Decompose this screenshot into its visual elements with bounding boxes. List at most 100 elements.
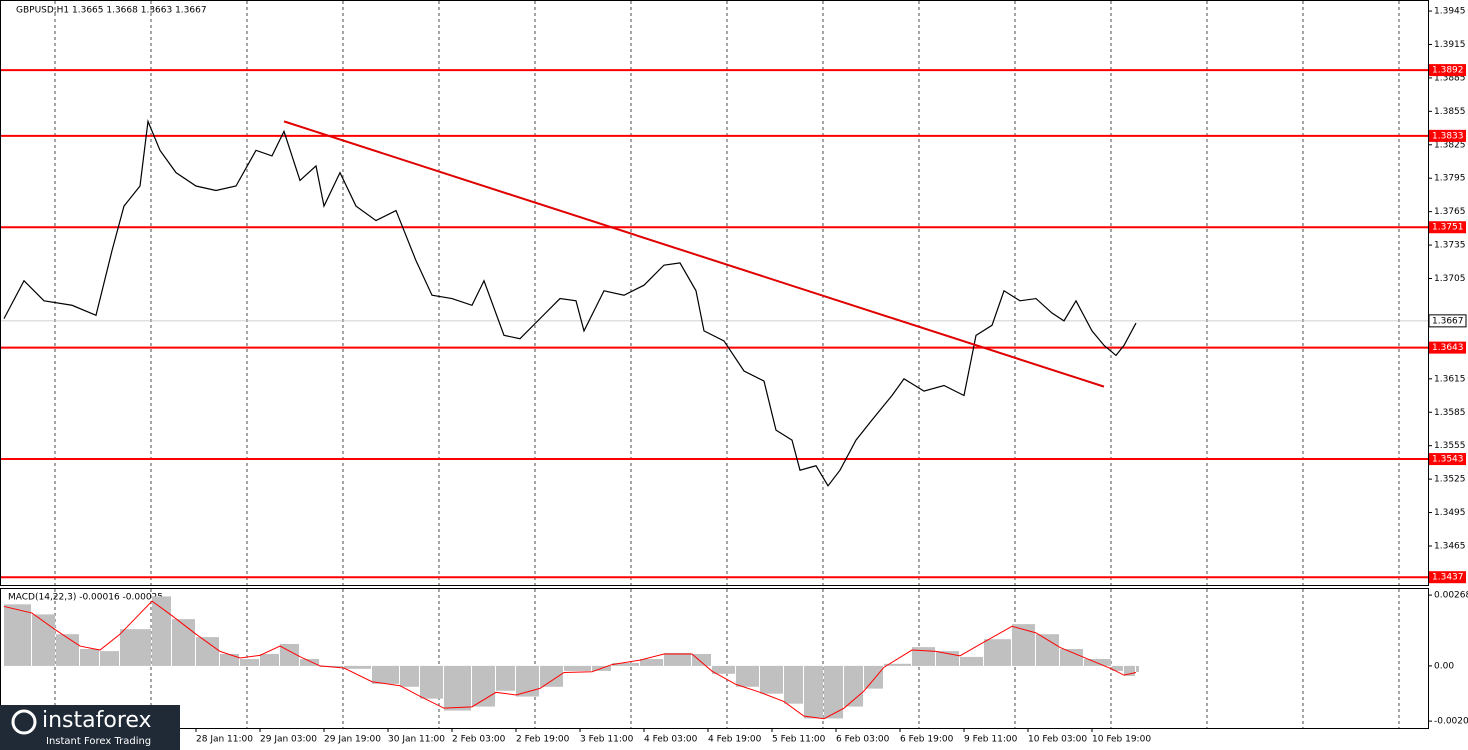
x-tick-label: 6 Feb 19:00 bbox=[900, 735, 954, 745]
y-tick-label: 1.3615 bbox=[1434, 374, 1466, 384]
x-tick-label: 10 Feb 19:00 bbox=[1092, 735, 1151, 745]
macd-bar bbox=[1112, 665, 1123, 671]
macd-bar bbox=[172, 619, 195, 666]
price-pane bbox=[0, 0, 1429, 586]
y-tick-label: 1.3495 bbox=[1434, 508, 1466, 518]
macd-bar bbox=[1036, 634, 1059, 666]
last-price-label: 1.3667 bbox=[1432, 316, 1464, 326]
macd-bar bbox=[56, 634, 79, 666]
macd-bar bbox=[1084, 659, 1111, 666]
macd-bar bbox=[540, 665, 563, 687]
level-label-box bbox=[1429, 64, 1466, 77]
macd-bar bbox=[372, 665, 399, 684]
macd-bar bbox=[736, 665, 759, 687]
y-tick-label: 0.00 bbox=[1434, 661, 1454, 671]
macd-bar bbox=[280, 643, 299, 666]
macd-bar bbox=[516, 665, 539, 697]
macd-bar bbox=[444, 665, 471, 711]
macd-bar bbox=[824, 665, 843, 719]
y-tick-label: 1.3585 bbox=[1434, 408, 1466, 418]
macd-bar bbox=[664, 652, 691, 666]
level-label: 1.3892 bbox=[1432, 66, 1464, 76]
macd-bar bbox=[300, 659, 319, 666]
macd-bar bbox=[804, 665, 823, 719]
y-tick-label: 1.3735 bbox=[1434, 241, 1466, 251]
logo-icon bbox=[11, 709, 37, 735]
macd-bar bbox=[120, 629, 151, 666]
x-tick-label: 9 Feb 11:00 bbox=[964, 735, 1018, 745]
level-label: 1.3437 bbox=[1432, 573, 1464, 583]
y-tick-label: 1.3855 bbox=[1434, 107, 1466, 117]
price-line bbox=[3, 119, 1137, 487]
macd-bar bbox=[100, 651, 119, 666]
x-tick-label: 4 Feb 03:00 bbox=[644, 735, 698, 745]
level-label-box bbox=[1429, 129, 1466, 142]
macd-bar bbox=[692, 654, 711, 666]
level-label: 1.3833 bbox=[1432, 131, 1464, 141]
level-label-box bbox=[1429, 571, 1466, 584]
macd-bar bbox=[760, 665, 783, 694]
level-label: 1.3751 bbox=[1432, 223, 1464, 233]
macd-bar bbox=[496, 665, 515, 691]
x-tick-label: 10 Feb 03:00 bbox=[1028, 735, 1087, 745]
macd-bar bbox=[1060, 648, 1083, 666]
x-tick-label: 5 Feb 11:00 bbox=[772, 735, 826, 745]
level-label-box bbox=[1429, 221, 1466, 234]
macd-bar bbox=[564, 665, 591, 671]
macd-bar bbox=[1012, 624, 1035, 666]
y-tick-label: 1.3885 bbox=[1434, 73, 1466, 83]
signal-line bbox=[3, 600, 1137, 720]
logo-brand: instaforex bbox=[42, 708, 152, 733]
x-tick-label: 28 Jan 11:00 bbox=[196, 735, 253, 745]
y-tick-label: 1.3915 bbox=[1434, 40, 1466, 50]
macd-bar bbox=[912, 647, 935, 666]
x-tick-label: 29 Jan 19:00 bbox=[324, 735, 381, 745]
macd-bar bbox=[884, 663, 911, 666]
chart-title: GBPUSD,H1 1.3665 1.3668 1.3663 1.3667 bbox=[16, 6, 207, 16]
macd-bar bbox=[960, 656, 983, 666]
macd-bar bbox=[784, 665, 803, 704]
trendline bbox=[283, 120, 1105, 388]
macd-bar bbox=[712, 665, 735, 674]
macd-bar bbox=[4, 604, 31, 666]
level-label: 1.3543 bbox=[1432, 455, 1464, 465]
level-label: 1.3643 bbox=[1432, 343, 1464, 353]
x-tick-label: 29 Jan 03:00 bbox=[260, 735, 317, 745]
x-tick-label: 2 Feb 03:00 bbox=[452, 735, 506, 745]
macd-bar bbox=[420, 665, 443, 699]
macd-pane bbox=[0, 588, 1429, 729]
macd-bar bbox=[196, 637, 219, 666]
macd-bar bbox=[240, 659, 259, 666]
x-tick-label: 6 Feb 03:00 bbox=[836, 735, 890, 745]
macd-bar bbox=[1136, 665, 1139, 672]
level-label-box bbox=[1429, 453, 1466, 466]
macd-bar bbox=[32, 614, 55, 666]
macd-bar bbox=[640, 659, 663, 666]
macd-bar bbox=[612, 662, 639, 666]
macd-bar bbox=[472, 665, 495, 707]
macd-bar bbox=[400, 665, 419, 687]
y-tick-label: 1.3765 bbox=[1434, 207, 1466, 217]
level-label-box bbox=[1429, 341, 1466, 354]
y-tick-label: 1.3825 bbox=[1434, 140, 1466, 150]
macd-bar bbox=[864, 665, 883, 689]
macd-bar bbox=[80, 648, 99, 666]
y-tick-label: 1.3705 bbox=[1434, 274, 1466, 284]
time-grid bbox=[54, 1, 1400, 728]
last-price-box bbox=[1428, 314, 1467, 328]
y-tick-label: 0.00268 bbox=[1434, 591, 1468, 601]
x-tick-label: 2 Feb 19:00 bbox=[516, 735, 570, 745]
macd-bar bbox=[260, 654, 279, 666]
x-tick-label: 30 Jan 11:00 bbox=[388, 735, 445, 745]
y-tick-label: -0.00209 bbox=[1434, 717, 1468, 727]
macd-bar bbox=[984, 639, 1011, 666]
x-tick-label: 4 Feb 19:00 bbox=[708, 735, 762, 745]
y-tick-label: 1.3555 bbox=[1434, 441, 1466, 451]
macd-bar bbox=[1124, 665, 1135, 676]
y-tick-label: 1.3465 bbox=[1434, 541, 1466, 551]
macd-bar bbox=[220, 654, 239, 666]
x-tick-label: 3 Feb 11:00 bbox=[580, 735, 634, 745]
